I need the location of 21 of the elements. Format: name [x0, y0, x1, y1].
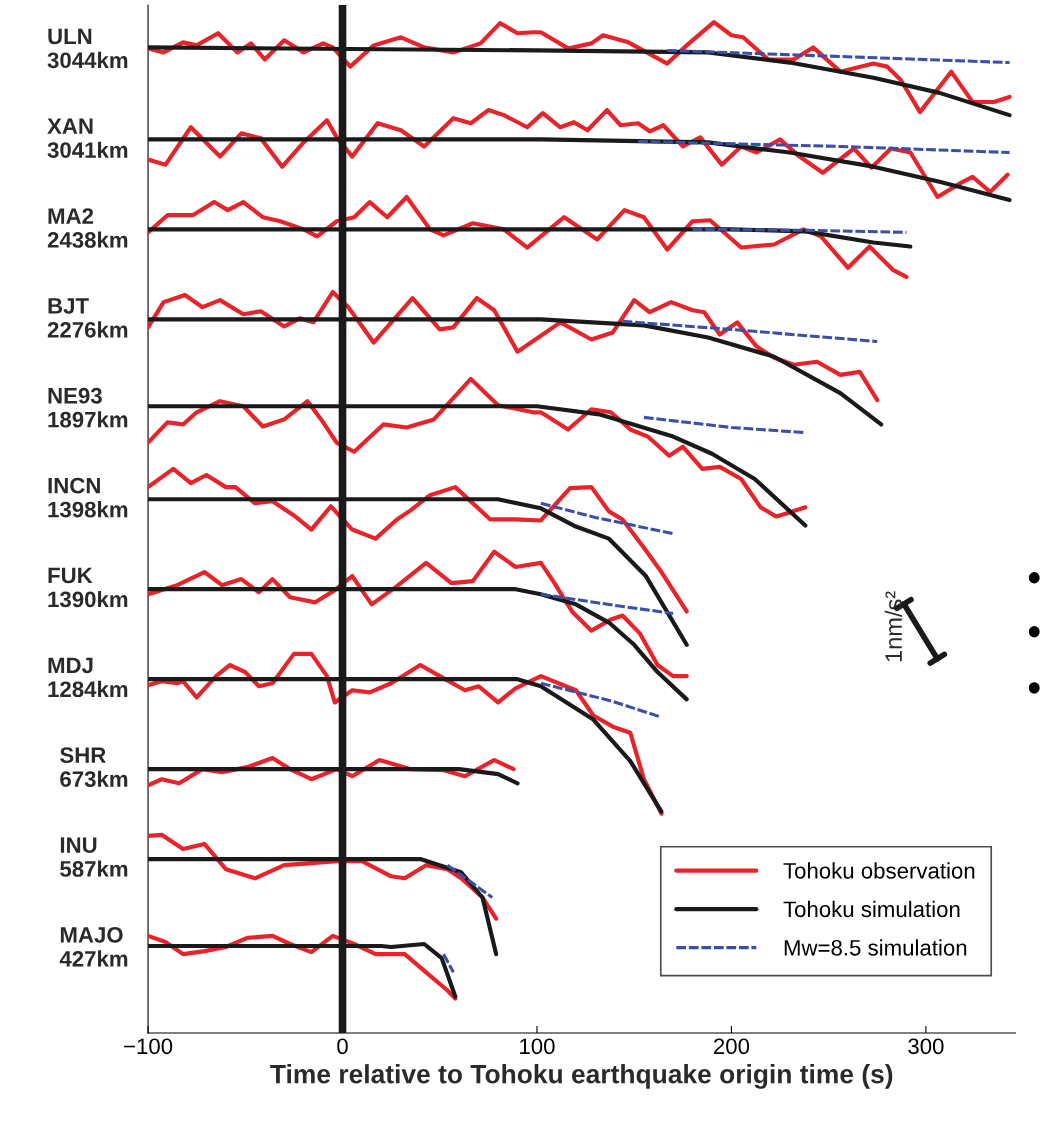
text: MDJ 1284km [48, 657, 128, 698]
x-tick-label: 0 [337, 1038, 348, 1055]
legend-label: Tohoku observation [783, 862, 975, 879]
x-tick-label: 300 [908, 1038, 944, 1055]
text: INU 587km [60, 837, 128, 877]
text: SHR 673km [60, 747, 128, 788]
text: XAN 3041km [47, 118, 128, 158]
x-tick-label: 200 [714, 1038, 750, 1055]
legend-label: Tohoku simulation [783, 900, 960, 918]
x-tick-label: 100 [520, 1038, 555, 1055]
text: FUK 1390km [48, 567, 128, 608]
x-axis-title: Time relative to Tohoku earthquake origin time (s) [270, 1064, 893, 1089]
legend-label: Mw=8.5 simulation [784, 939, 967, 956]
annotation: 1nm/s² [884, 591, 902, 662]
text: NE93 1897km [48, 387, 128, 428]
text: INCN 1398km [48, 477, 128, 518]
text: MAJO 427km [59, 927, 128, 967]
text: BJT 2276km [47, 298, 128, 338]
text: ULN 3044km [47, 28, 128, 69]
text: MA2 2438km [47, 208, 128, 248]
x-tick-label: −100 [124, 1038, 173, 1055]
